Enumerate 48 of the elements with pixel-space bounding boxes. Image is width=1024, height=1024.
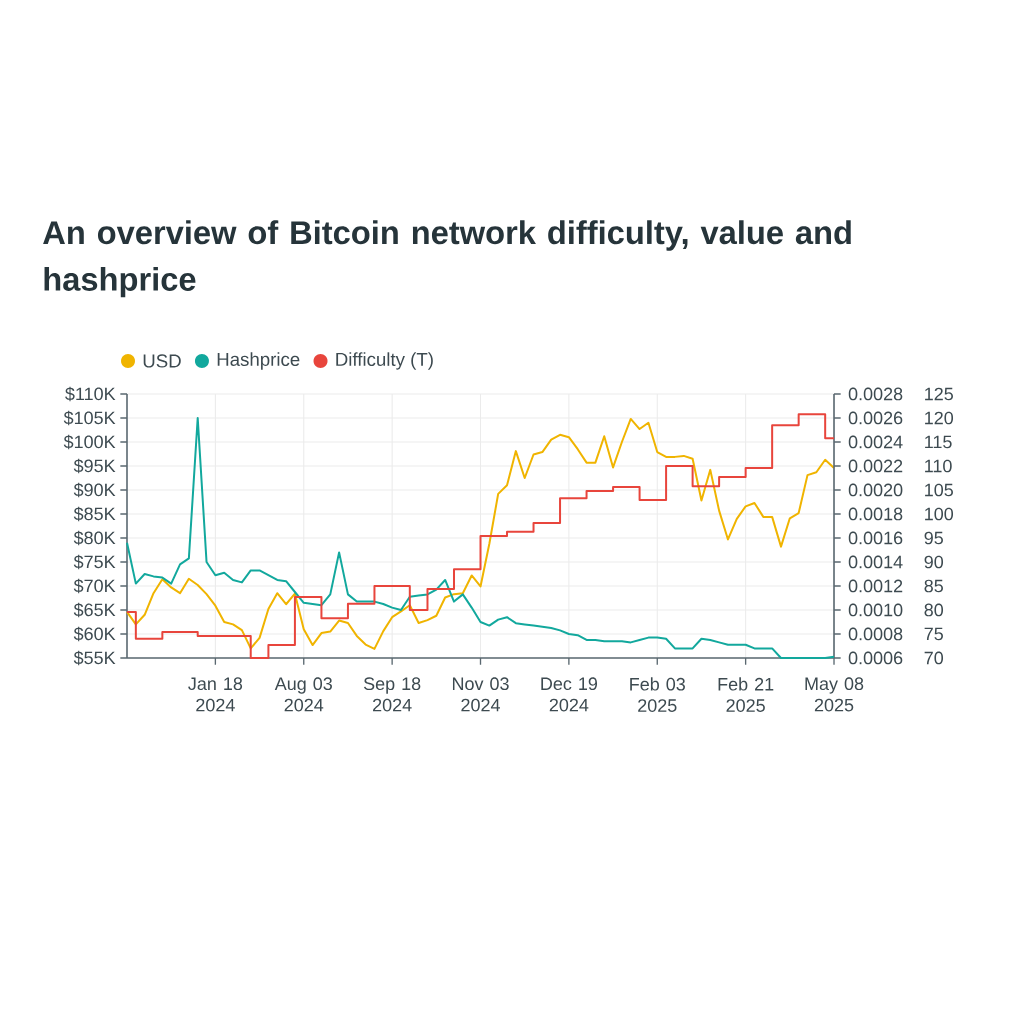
x-tick-label: Aug 03 2024 xyxy=(274,677,332,712)
y-tick-label: $95K xyxy=(73,458,116,474)
y2-tick-label: 0.0026 xyxy=(848,411,903,425)
y3-tick-label: 70 xyxy=(924,651,944,665)
y3-tick-label: 115 xyxy=(925,435,952,449)
x-tick-label: Feb 21 2025 xyxy=(718,677,774,712)
y3-tick-label: 90 xyxy=(924,555,944,569)
y2-tick-label: 0.0020 xyxy=(848,483,903,497)
y2-tick-label: 0.0016 xyxy=(848,531,903,545)
x-tick-label: May 08 2025 xyxy=(805,677,864,712)
x-tick-label: Jan 18 2024 xyxy=(188,677,243,712)
y2-tick-label: 0.0008 xyxy=(848,627,903,641)
y3-tick-label: 85 xyxy=(924,579,943,593)
legend-label: Hashprice xyxy=(217,352,300,370)
y3-tick-label: 125 xyxy=(925,387,953,401)
y3-tick-label: 100 xyxy=(925,507,954,521)
y-tick-label: $60K xyxy=(73,626,116,642)
y3-tick-label: 110 xyxy=(925,459,952,473)
y-tick-label: $85K xyxy=(73,506,116,522)
y2-tick-label: 0.0006 xyxy=(848,651,903,665)
x-tick-label: Nov 03 2024 xyxy=(452,677,509,712)
y-tick-label: $70K xyxy=(73,578,116,594)
y-tick-label: $105K xyxy=(63,410,116,426)
y3-tick-label: 95 xyxy=(924,531,943,545)
y3-tick-label: 105 xyxy=(925,483,953,497)
legend-label: Difficulty (T) xyxy=(336,352,433,370)
y2-tick-label: 0.0028 xyxy=(848,387,903,401)
y2-tick-label: 0.0018 xyxy=(848,507,903,521)
y-tick-label: $90K xyxy=(73,482,116,498)
y-tick-label: $110K xyxy=(65,386,116,402)
x-tick-label: Feb 03 2025 xyxy=(630,677,685,712)
y3-tick-label: 75 xyxy=(924,627,943,641)
chart-title: An overview of Bitcoin network difficulty, value and hashprice xyxy=(43,220,851,298)
y-tick-label: $75K xyxy=(73,554,116,570)
legend-label: USD xyxy=(143,354,181,368)
y2-tick-label: 0.0024 xyxy=(848,435,903,449)
x-tick-label: Sep 18 2024 xyxy=(363,677,421,712)
y-tick-label: $100K xyxy=(63,434,116,450)
y-tick-label: $80K xyxy=(73,530,116,546)
y2-tick-label: 0.0014 xyxy=(848,555,903,569)
y3-tick-label: 120 xyxy=(925,411,954,425)
y2-tick-label: 0.0022 xyxy=(848,459,903,473)
y-tick-label: $55K xyxy=(73,650,116,666)
y-tick-label: $65K xyxy=(73,602,116,618)
y2-tick-label: 0.0010 xyxy=(848,603,903,617)
y2-tick-label: 0.0012 xyxy=(848,579,903,593)
y3-tick-label: 80 xyxy=(924,603,944,617)
x-tick-label: Dec 19 2024 xyxy=(541,677,598,712)
